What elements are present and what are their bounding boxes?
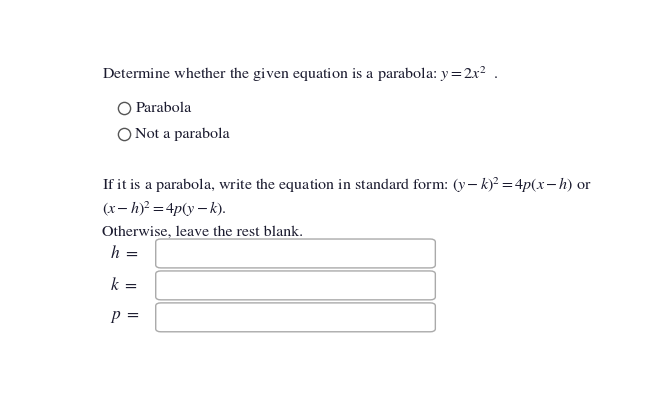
Text: $h\ =$: $h\ =$ [110,245,138,262]
FancyBboxPatch shape [155,271,436,300]
FancyBboxPatch shape [155,239,436,268]
FancyBboxPatch shape [155,303,436,332]
Text: $p\ =$: $p\ =$ [110,309,140,325]
Text: If it is a parabola, write the equation in standard form: $(y - k)^2 = 4p(x - h): If it is a parabola, write the equation … [102,175,592,195]
Text: Determine whether the given equation is a parabola: $y = 2x^2$  .: Determine whether the given equation is … [102,64,499,84]
Text: Parabola: Parabola [135,102,192,115]
Text: Otherwise, leave the rest blank.: Otherwise, leave the rest blank. [102,225,304,239]
Text: Not a parabola: Not a parabola [135,127,230,141]
Text: $k\ =$: $k\ =$ [110,277,138,294]
Text: $(x - h)^2 = 4p(y - k)$.: $(x - h)^2 = 4p(y - k)$. [102,199,227,219]
